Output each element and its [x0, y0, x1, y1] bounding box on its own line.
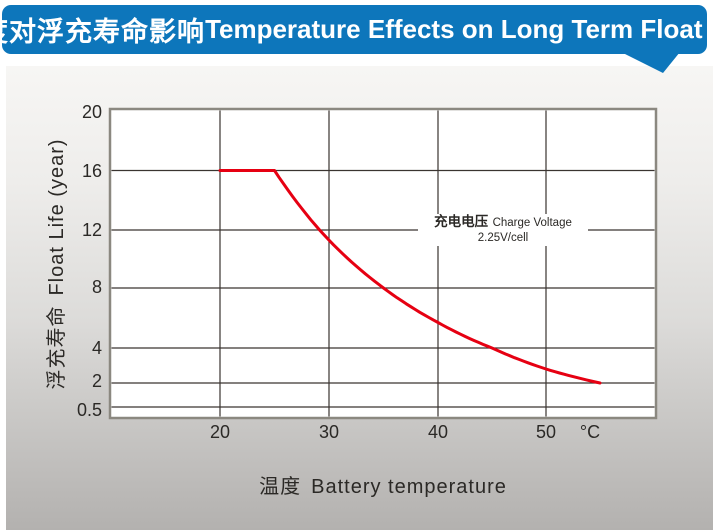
y-axis-title-english: Float Life (year): [46, 138, 68, 296]
y-axis-title: 浮充寿命 Float Life (year): [40, 114, 68, 414]
y-tick-4: 4: [91, 338, 102, 358]
y-tick-2: 2: [91, 371, 102, 391]
x-axis-title-chinese: 温度: [259, 476, 302, 498]
x-tick-40: 40: [427, 422, 449, 442]
y-tick-16: 16: [81, 161, 102, 181]
gridlines: [111, 110, 655, 417]
y-axis-title-chinese: 浮充寿命: [46, 305, 68, 390]
y-tick-8: 8: [91, 277, 102, 297]
title-english: Temperature Effects on Long Term Float L…: [205, 14, 713, 44]
annotation-line1-english: Charge Voltage: [492, 217, 572, 229]
banner-tail-icon: [621, 52, 680, 73]
charge-voltage-annotation: 充电电压 Charge Voltage 2.25V/cell: [418, 214, 588, 246]
y-tick-0-5: 0.5: [76, 400, 102, 420]
annotation-line1: 充电电压 Charge Voltage: [418, 215, 588, 230]
annotation-line1-chinese: 充电电压: [434, 214, 489, 229]
x-axis-title-english: Battery temperature: [311, 476, 507, 498]
x-tick-50: 50: [535, 422, 557, 442]
float-life-curve: [218, 169, 602, 385]
annotation-line2: 2.25V/cell: [477, 232, 529, 244]
title-chinese: 温度对浮充寿命影响: [0, 17, 206, 47]
x-axis-unit: °C: [579, 422, 601, 442]
x-axis-title: 温度 Battery temperature: [110, 470, 656, 499]
x-tick-30: 30: [318, 422, 340, 442]
y-tick-12: 12: [81, 220, 102, 240]
plot-area: [108, 107, 658, 420]
x-tick-20: 20: [209, 422, 231, 442]
title-banner: 温度对浮充寿命影响Temperature Effects on Long Ter…: [0, 5, 713, 54]
y-tick-20: 20: [81, 102, 102, 122]
